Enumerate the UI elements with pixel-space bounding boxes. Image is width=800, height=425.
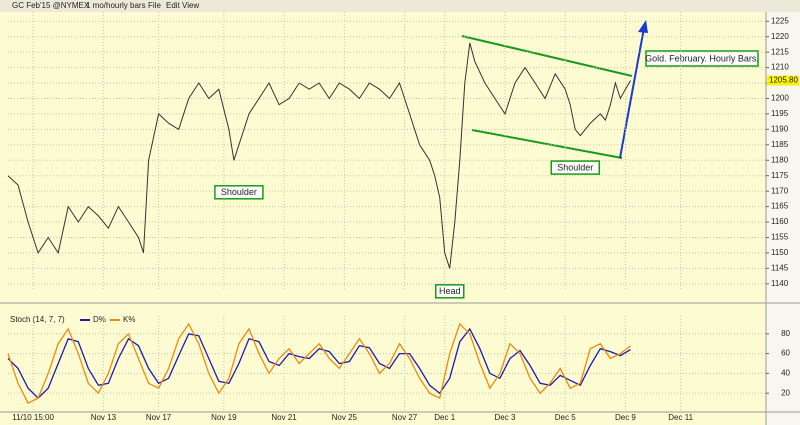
x-tick-label: Nov 13 xyxy=(91,413,117,422)
y-tick-label: 1150 xyxy=(771,248,789,257)
x-tick-label: Dec 11 xyxy=(668,413,693,422)
x-tick-label: Nov 17 xyxy=(146,413,172,422)
y-tick-label: 1190 xyxy=(771,124,789,133)
projection-arrow xyxy=(619,27,645,159)
x-tick-label: Dec 3 xyxy=(495,413,516,422)
x-tick-label: Nov 19 xyxy=(211,413,237,422)
panel-title: Stoch (14, 7, 7) xyxy=(10,315,65,324)
y-tick-label: 1220 xyxy=(771,32,789,41)
trend-line xyxy=(471,129,623,159)
toolbar xyxy=(0,0,800,12)
y-tick-label: 1170 xyxy=(771,186,789,195)
series-line xyxy=(7,42,631,269)
annotation-box xyxy=(214,185,264,200)
y-tick-label: 20 xyxy=(781,388,790,397)
y-tick-label: 1225 xyxy=(771,16,789,25)
series-line xyxy=(7,322,631,404)
x-tick-label: 11/10 15:00 xyxy=(12,413,54,422)
trend-line xyxy=(461,35,633,77)
annotation-box xyxy=(550,160,600,175)
price-tag-label: 1205.80 xyxy=(769,76,798,85)
symbol[interactable]: GC Feb'15 @NYMEX xyxy=(12,1,90,10)
menu[interactable]: View xyxy=(182,1,199,10)
x-tick-label: Dec 5 xyxy=(555,413,576,422)
period[interactable]: 1 mo/hourly bars xyxy=(86,1,146,10)
annotation: Shoulder xyxy=(557,162,593,172)
annotation-box xyxy=(434,284,465,299)
legend-label: D% xyxy=(93,315,106,324)
x-tick-label: Nov 25 xyxy=(332,413,358,422)
menu[interactable]: File xyxy=(148,1,161,10)
x-tick-label: Dec 1 xyxy=(434,413,455,422)
y-tick-label: 60 xyxy=(781,349,790,358)
y-tick-label: 1140 xyxy=(771,279,789,288)
y-tick-label: 1195 xyxy=(771,109,789,118)
y-tick-label: 1180 xyxy=(771,155,789,164)
y-tick-label: 1145 xyxy=(771,263,789,272)
y-tick-label: 1155 xyxy=(771,233,789,242)
price-tag xyxy=(767,75,799,86)
y-tick-label: 1215 xyxy=(771,47,789,56)
y-tick-label: 40 xyxy=(781,368,790,377)
y-tick-label: 1175 xyxy=(771,171,789,180)
annotation: Head xyxy=(439,286,461,296)
y-tick-label: 1200 xyxy=(771,94,789,103)
x-tick-label: Nov 21 xyxy=(271,413,297,422)
y-tick-label: 80 xyxy=(781,329,790,338)
annotation: Shoulder xyxy=(221,187,257,197)
title-box xyxy=(645,50,759,67)
x-tick-label: Dec 9 xyxy=(615,413,636,422)
legend-label: K% xyxy=(123,315,135,324)
menu[interactable]: Edit xyxy=(166,1,181,10)
y-tick-label: 1210 xyxy=(771,63,789,72)
arrow-head xyxy=(638,20,648,33)
y-tick-label: 1160 xyxy=(771,217,789,226)
y-tick-label: 1165 xyxy=(771,202,789,211)
chart-title: Gold. February. Hourly Bars. xyxy=(645,53,759,63)
x-tick-label: Nov 27 xyxy=(392,413,418,422)
y-tick-label: 1185 xyxy=(771,140,789,149)
series-line xyxy=(7,327,631,400)
